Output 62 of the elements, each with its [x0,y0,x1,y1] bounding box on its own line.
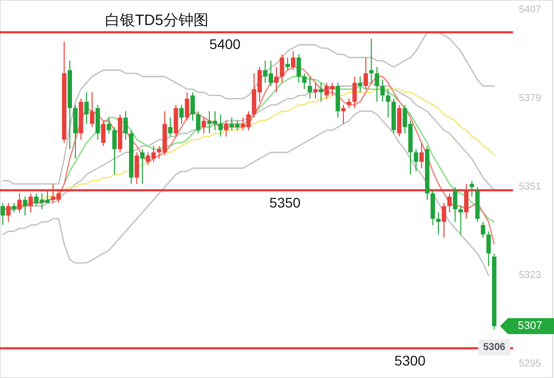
candlestick [218,114,223,138]
candlestick [308,76,312,100]
candlestick [90,92,94,128]
candlestick [168,117,173,138]
candlestick [190,92,195,122]
candlestick [296,54,301,84]
candlestick [106,117,112,134]
candlestick [358,76,362,93]
y-tick-label: 5351 [518,182,542,193]
candlestick [380,79,385,102]
candlestick [134,152,140,184]
candlestick [224,120,228,138]
candlestick [436,212,441,236]
candlestick [22,196,28,216]
line-series [2,32,495,185]
candlestick [140,148,145,184]
candlestick [202,117,206,134]
candlestick [6,202,11,222]
candlestick [17,192,22,213]
candlestick [179,104,184,124]
text: 5307 [518,320,542,332]
candlestick [386,88,390,118]
candlestick [374,66,380,102]
candlestick [419,142,424,169]
candlestick [313,82,318,100]
ref-line-label: 5350 [269,194,301,210]
candlestick [123,110,128,140]
y-tick-label: 5379 [518,93,542,104]
candlestick [442,202,446,238]
y-tick-label: 5323 [518,270,542,282]
candlestick [101,120,106,147]
line-series [2,110,490,276]
candlestick [290,50,296,71]
ref-line-label: 5400 [209,36,241,52]
candlestick [452,186,458,222]
candlestick [318,82,324,102]
text: 白银TD5分钟图 [105,12,208,29]
candlestick [480,221,486,238]
candlestick [414,148,418,172]
ref-line-label: 5300 [394,352,426,368]
candlestick [280,54,284,84]
candlestick [341,104,346,124]
candlestick [112,126,117,175]
candlestick [28,192,33,213]
candlestick [369,38,374,84]
candlestick [0,202,5,226]
y-tick-label: 5407 [518,4,542,16]
candlestick [274,66,279,93]
candlestick [447,192,452,213]
candlestick [486,230,491,267]
candlestick [302,72,307,90]
candlestick [352,76,357,109]
candlestick [364,57,368,90]
candlestick [458,206,463,236]
candlestick [470,180,474,198]
candlestick [464,183,468,220]
candlestick [84,92,89,124]
candlestick [285,57,290,71]
y-tick-label: 5295 [518,358,542,370]
annotation: 5306 [483,342,506,353]
candlestick [196,110,200,134]
candlestick [184,92,190,122]
